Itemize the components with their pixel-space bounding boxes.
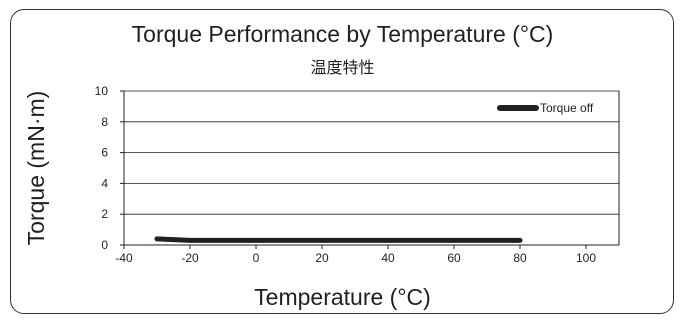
- y-tick-label: 6: [101, 146, 108, 160]
- y-tick-label: 0: [101, 238, 108, 252]
- x-tick-label: 0: [253, 251, 260, 265]
- series-line-segment: [154, 236, 193, 243]
- y-tick-label: 10: [95, 84, 109, 98]
- series-torque-off: [154, 236, 523, 243]
- y-tick-label: 2: [101, 207, 108, 221]
- x-tick-label: 40: [381, 251, 395, 265]
- chart-frame: [10, 9, 674, 314]
- chart-title: Torque Performance by Temperature (°C): [131, 21, 554, 47]
- x-tick-label: 100: [576, 251, 596, 265]
- chart-subtitle: 温度特性: [310, 58, 375, 77]
- x-tick-label: 20: [315, 251, 329, 265]
- x-tick-label: 60: [447, 251, 461, 265]
- x-tick-label: -20: [181, 251, 199, 265]
- x-tick-label: 80: [513, 251, 527, 265]
- x-tick-label: -40: [115, 251, 133, 265]
- legend-label: Torque off: [540, 101, 594, 115]
- y-tick-label: 4: [101, 176, 108, 190]
- x-axis-label: Temperature (°C): [254, 284, 431, 310]
- y-tick-label: 8: [101, 115, 108, 129]
